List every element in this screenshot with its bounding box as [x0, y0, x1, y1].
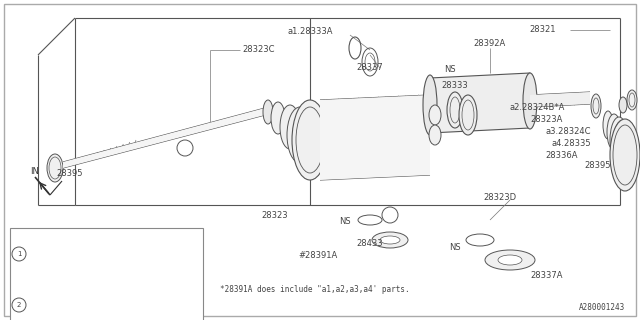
Ellipse shape	[280, 105, 300, 149]
Ellipse shape	[429, 105, 441, 125]
Ellipse shape	[380, 236, 400, 244]
Ellipse shape	[612, 120, 634, 176]
Ellipse shape	[603, 111, 613, 139]
Ellipse shape	[498, 255, 522, 265]
Ellipse shape	[292, 100, 328, 180]
Text: a1.28333A: a1.28333A	[287, 28, 333, 36]
Text: 28392A: 28392A	[474, 39, 506, 49]
Ellipse shape	[523, 73, 537, 129]
Text: <ALL>: <ALL>	[150, 233, 173, 242]
Text: NS: NS	[339, 218, 351, 227]
Text: 1: 1	[388, 211, 392, 220]
Text: <ALL>: <ALL>	[150, 284, 173, 292]
Text: 28337: 28337	[356, 63, 383, 73]
Text: 1: 1	[17, 251, 21, 257]
Polygon shape	[530, 92, 590, 107]
Text: (0903- ): (0903- )	[90, 250, 127, 259]
Text: 28323: 28323	[262, 211, 288, 220]
Text: 28395: 28395	[585, 161, 611, 170]
Text: 28323D: 28323D	[483, 194, 516, 203]
Text: 28324B*B: 28324B*B	[30, 267, 67, 276]
Ellipse shape	[614, 125, 638, 185]
Text: 2: 2	[17, 302, 21, 308]
Text: *28391A does include "a1,a2,a3,a4' parts.: *28391A does include "a1,a2,a3,a4' parts…	[220, 285, 410, 294]
Text: 28323C: 28323C	[242, 45, 275, 54]
Ellipse shape	[429, 125, 441, 145]
Polygon shape	[63, 108, 265, 168]
Ellipse shape	[447, 92, 463, 128]
Ellipse shape	[263, 100, 273, 124]
Text: IN: IN	[31, 167, 40, 177]
Text: 28433: 28433	[356, 238, 383, 247]
Text: 28324C: 28324C	[30, 317, 58, 320]
Ellipse shape	[607, 114, 621, 150]
Ellipse shape	[293, 110, 323, 174]
Ellipse shape	[372, 232, 408, 248]
Text: 28323A: 28323A	[530, 116, 563, 124]
Ellipse shape	[485, 250, 535, 270]
Text: <NA>: <NA>	[150, 317, 168, 320]
Circle shape	[177, 140, 193, 156]
Ellipse shape	[287, 107, 313, 163]
Ellipse shape	[619, 97, 627, 113]
Text: 2: 2	[182, 143, 188, 153]
Text: ( -0903): ( -0903)	[90, 284, 127, 292]
Ellipse shape	[591, 94, 601, 118]
Text: NS: NS	[444, 66, 456, 75]
Ellipse shape	[423, 75, 437, 135]
Ellipse shape	[271, 102, 285, 134]
Circle shape	[12, 247, 26, 261]
Bar	[10, 228, 203, 320]
Ellipse shape	[459, 95, 477, 135]
Text: 28324A: 28324A	[30, 284, 58, 292]
Text: <TURBO>: <TURBO>	[150, 250, 182, 259]
Text: NS: NS	[449, 244, 461, 252]
Text: ( -0903): ( -0903)	[90, 233, 127, 242]
Text: 28324: 28324	[30, 233, 53, 242]
Circle shape	[382, 207, 398, 223]
Text: A280001243: A280001243	[579, 303, 625, 313]
Polygon shape	[320, 95, 430, 180]
Text: 28333: 28333	[442, 82, 468, 91]
Ellipse shape	[627, 90, 637, 110]
Text: a4.28335: a4.28335	[552, 139, 591, 148]
Text: <TURBO>: <TURBO>	[150, 300, 182, 309]
Text: 28395: 28395	[57, 169, 83, 178]
Text: (0903- ): (0903- )	[90, 300, 127, 309]
Text: (0903- ): (0903- )	[90, 317, 127, 320]
Text: 28324: 28324	[30, 250, 53, 259]
Text: (0903- ): (0903- )	[90, 267, 127, 276]
Text: a3.28324C: a3.28324C	[545, 127, 591, 137]
Circle shape	[12, 298, 26, 312]
Text: 28337A: 28337A	[530, 270, 563, 279]
Text: 28321: 28321	[529, 26, 556, 35]
Text: <NA>: <NA>	[150, 267, 168, 276]
Polygon shape	[430, 73, 530, 133]
Ellipse shape	[610, 119, 640, 191]
Text: #28391A: #28391A	[298, 251, 338, 260]
Ellipse shape	[610, 117, 628, 163]
Text: a2.28324B*A: a2.28324B*A	[510, 103, 565, 113]
Text: 28324A: 28324A	[30, 300, 58, 309]
Text: 28336A: 28336A	[545, 150, 577, 159]
Ellipse shape	[47, 154, 63, 182]
